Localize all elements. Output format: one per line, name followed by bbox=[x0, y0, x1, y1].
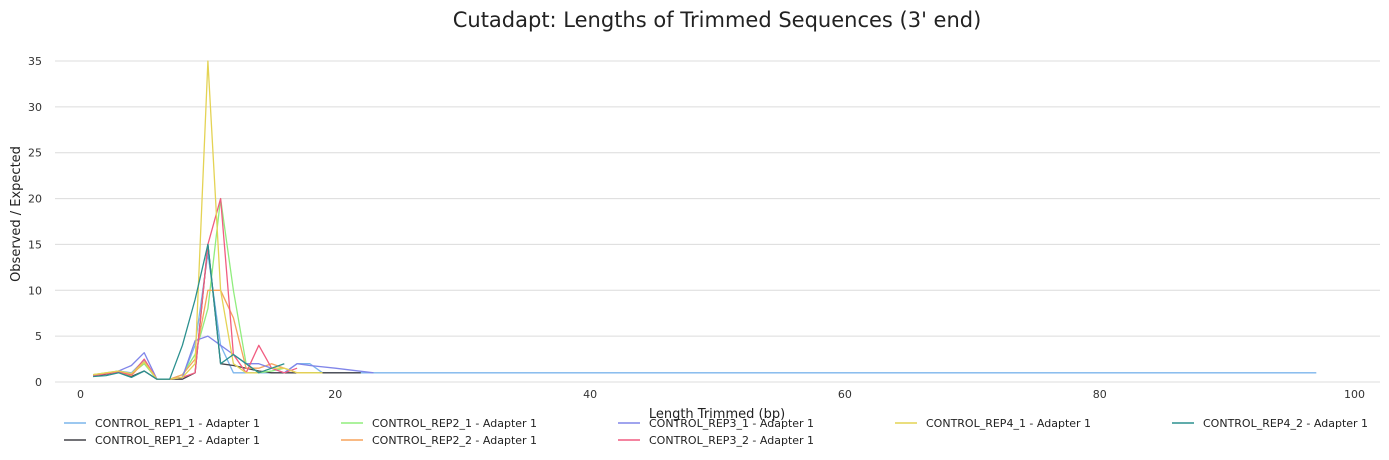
legend-item-2[interactable]: CONTROL_REP1_2 - Adapter 1 bbox=[64, 434, 260, 447]
legend-label: CONTROL_REP3_1 - Adapter 1 bbox=[649, 417, 814, 430]
series-line-5[interactable] bbox=[93, 335, 374, 380]
legend-label: CONTROL_REP4_1 - Adapter 1 bbox=[926, 417, 1091, 430]
legend[interactable]: CONTROL_REP1_1 - Adapter 1 CONTROL_REP2_1… bbox=[64, 417, 1368, 447]
legend-item-1[interactable]: CONTROL_REP1_1 - Adapter 1 bbox=[64, 417, 260, 430]
x-tick-label: 20 bbox=[328, 388, 342, 401]
legend-item-6[interactable]: CONTROL_REP3_2 - Adapter 1 bbox=[618, 434, 814, 447]
x-tick-label: 100 bbox=[1344, 388, 1365, 401]
x-axis-label: Length Trimmed (bp) bbox=[649, 407, 785, 422]
plot-area bbox=[93, 60, 1317, 380]
legend-label: CONTROL_REP2_1 - Adapter 1 bbox=[372, 417, 537, 430]
series-line-3[interactable] bbox=[93, 197, 323, 380]
axis-ticks: 0 5 10 15 20 25 30 35 0 20 40 60 80 100 bbox=[28, 55, 1365, 401]
y-tick-label: 5 bbox=[35, 330, 42, 343]
legend-label: CONTROL_REP3_2 - Adapter 1 bbox=[649, 434, 814, 447]
x-tick-label: 40 bbox=[583, 388, 597, 401]
legend-label: CONTROL_REP2_2 - Adapter 1 bbox=[372, 434, 537, 447]
y-axis-label: Observed / Expected bbox=[9, 146, 24, 282]
y-tick-label: 20 bbox=[28, 193, 42, 206]
series-line-1[interactable] bbox=[93, 252, 1317, 380]
legend-label: CONTROL_REP1_2 - Adapter 1 bbox=[95, 434, 260, 447]
legend-label: CONTROL_REP1_1 - Adapter 1 bbox=[95, 417, 260, 430]
legend-item-8[interactable]: CONTROL_REP4_2 - Adapter 1 bbox=[1172, 417, 1368, 430]
y-tick-label: 25 bbox=[28, 147, 42, 160]
grid bbox=[55, 60, 1380, 383]
y-tick-label: 35 bbox=[28, 55, 42, 68]
x-tick-label: 60 bbox=[838, 388, 852, 401]
legend-item-4[interactable]: CONTROL_REP2_2 - Adapter 1 bbox=[341, 434, 537, 447]
y-tick-label: 0 bbox=[35, 376, 42, 389]
y-tick-label: 30 bbox=[28, 101, 42, 114]
legend-item-7[interactable]: CONTROL_REP4_1 - Adapter 1 bbox=[895, 417, 1091, 430]
y-tick-label: 15 bbox=[28, 238, 42, 251]
legend-item-3[interactable]: CONTROL_REP2_1 - Adapter 1 bbox=[341, 417, 537, 430]
y-tick-label: 10 bbox=[28, 284, 42, 297]
x-tick-label: 80 bbox=[1093, 388, 1107, 401]
series-line-7[interactable] bbox=[93, 60, 323, 380]
series-line-8[interactable] bbox=[93, 243, 285, 380]
x-tick-label: 0 bbox=[77, 388, 84, 401]
chart-title: Cutadapt: Lengths of Trimmed Sequences (… bbox=[453, 8, 982, 32]
legend-item-5[interactable]: CONTROL_REP3_1 - Adapter 1 bbox=[618, 417, 814, 430]
legend-label: CONTROL_REP4_2 - Adapter 1 bbox=[1203, 417, 1368, 430]
